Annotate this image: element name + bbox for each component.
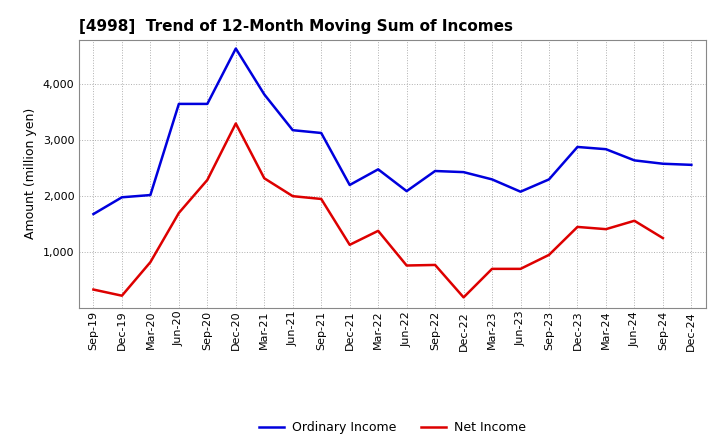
Ordinary Income	[545, 177, 554, 182]
Net Income	[346, 242, 354, 247]
Net Income	[317, 196, 325, 202]
Y-axis label: Amount (million yen): Amount (million yen)	[24, 108, 37, 239]
Net Income	[431, 262, 439, 268]
Net Income	[374, 228, 382, 234]
Net Income	[203, 177, 212, 183]
Ordinary Income	[431, 169, 439, 174]
Text: [4998]  Trend of 12-Month Moving Sum of Incomes: [4998] Trend of 12-Month Moving Sum of I…	[79, 19, 513, 34]
Ordinary Income	[174, 101, 183, 106]
Line: Net Income: Net Income	[94, 124, 663, 297]
Ordinary Income	[659, 161, 667, 166]
Net Income	[516, 266, 525, 271]
Ordinary Income	[203, 101, 212, 106]
Ordinary Income	[289, 128, 297, 133]
Net Income	[630, 218, 639, 224]
Ordinary Income	[146, 192, 155, 198]
Ordinary Income	[89, 211, 98, 216]
Ordinary Income	[573, 144, 582, 150]
Net Income	[402, 263, 411, 268]
Ordinary Income	[687, 162, 696, 168]
Net Income	[174, 210, 183, 216]
Ordinary Income	[117, 194, 126, 200]
Ordinary Income	[260, 92, 269, 97]
Ordinary Income	[317, 130, 325, 136]
Net Income	[232, 121, 240, 126]
Legend: Ordinary Income, Net Income: Ordinary Income, Net Income	[254, 416, 531, 439]
Net Income	[545, 252, 554, 257]
Net Income	[602, 227, 611, 232]
Ordinary Income	[402, 188, 411, 194]
Ordinary Income	[346, 182, 354, 187]
Net Income	[459, 295, 468, 300]
Net Income	[573, 224, 582, 230]
Net Income	[117, 293, 126, 298]
Ordinary Income	[516, 189, 525, 194]
Net Income	[289, 194, 297, 199]
Ordinary Income	[374, 167, 382, 172]
Ordinary Income	[487, 177, 496, 182]
Net Income	[260, 176, 269, 181]
Ordinary Income	[630, 158, 639, 163]
Ordinary Income	[459, 169, 468, 175]
Net Income	[89, 287, 98, 292]
Net Income	[146, 260, 155, 265]
Line: Ordinary Income: Ordinary Income	[94, 48, 691, 214]
Ordinary Income	[602, 147, 611, 152]
Ordinary Income	[232, 46, 240, 51]
Net Income	[659, 235, 667, 241]
Net Income	[487, 266, 496, 271]
